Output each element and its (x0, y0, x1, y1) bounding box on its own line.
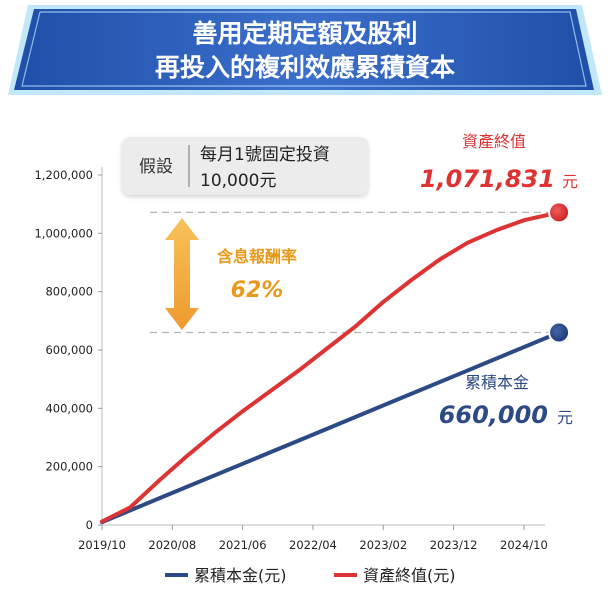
x-tick-label: 2023/02 (359, 538, 407, 552)
x-tick-label: 2019/10 (78, 538, 126, 552)
series-line-principal (100, 330, 562, 525)
asset-end-label: 資產終值 (462, 132, 526, 151)
assumption-line-2: 10,000元 (200, 171, 276, 191)
series-line-asset (100, 210, 562, 524)
y-tick-label: 800,000 (45, 285, 93, 299)
series-layer (100, 201, 571, 525)
assumption-box (122, 137, 368, 195)
asset-end-unit: 元 (562, 172, 578, 191)
legend-label-asset: 資產終值(元) (363, 566, 456, 585)
return-value: 62% (231, 278, 284, 303)
y-tick-label: 1,200,000 (34, 168, 93, 182)
reference-lines (150, 211, 560, 334)
assumption-line-1: 每月1號固定投資 (200, 145, 330, 165)
title-line-1: 善用定期定額及股利 (192, 19, 417, 48)
y-tick-label: 0 (86, 518, 93, 532)
return-label: 含息報酬率 (217, 247, 297, 266)
x-tick-label: 2020/08 (148, 538, 196, 552)
principal-end-value: 660,000 (439, 401, 548, 429)
principal-end-label: 累積本金 (465, 373, 529, 392)
series-end-point-principal (548, 321, 571, 344)
series-end-point-asset (548, 201, 571, 224)
title-line-2: 再投入的複利效應累積資本 (155, 53, 455, 82)
x-tick-label: 2021/06 (219, 538, 267, 552)
y-tick-label: 200,000 (45, 460, 93, 474)
x-axis: 2019/10 2020/08 2021/06 2022/04 2023/02 2023/… (78, 524, 548, 552)
x-tick-label: 2022/04 (289, 538, 337, 552)
double-arrow-icon (165, 218, 199, 330)
principal-end-unit: 元 (557, 408, 573, 427)
assumption-label: 假設 (139, 157, 173, 177)
y-tick-label: 1,000,000 (34, 226, 93, 240)
x-tick-label: 2023/12 (430, 538, 478, 552)
y-axis: 0 200,000 400,000 600,000 800,000 1,000,000 1,… (34, 167, 103, 532)
x-tick-label: 2024/10 (500, 538, 548, 552)
legend-label-principal: 累積本金(元) (194, 566, 287, 585)
legend: 累積本金(元) 資產終值(元) (165, 566, 456, 585)
y-tick-label: 400,000 (45, 401, 93, 415)
title-banner: 善用定期定額及股利 再投入的複利效應累積資本 (8, 5, 602, 95)
y-tick-label: 600,000 (45, 343, 93, 357)
asset-end-value: 1,071,831 (420, 165, 555, 193)
